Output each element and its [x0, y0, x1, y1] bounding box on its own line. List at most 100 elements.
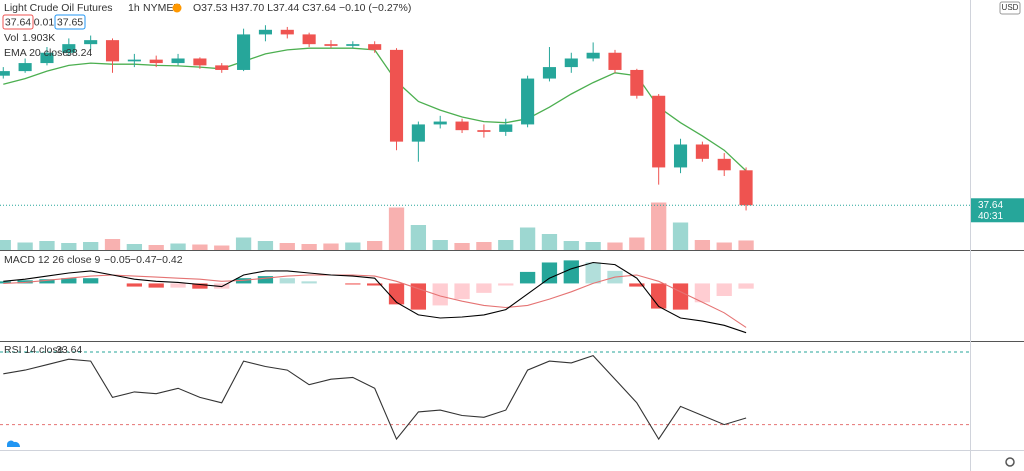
macd-histogram-bar	[694, 283, 711, 303]
volume-legend-name: Vol	[4, 32, 19, 44]
candle-body	[652, 95, 666, 168]
macd-title: MACD 12 26 close 9	[4, 254, 100, 266]
last-price-label: 37.64	[978, 200, 1003, 211]
ohlc-legend: O37.53 H37.70 L37.44 C37.64 −0.10 (−0.27…	[193, 2, 411, 14]
macd-histogram-bar	[585, 262, 601, 284]
candle-body	[346, 44, 360, 46]
macd-histogram-bar	[0, 281, 11, 284]
volume-bar	[17, 242, 33, 250]
volume-bar	[541, 234, 558, 250]
candle-body	[62, 44, 76, 53]
macd-hist-value: −0.05	[104, 254, 131, 266]
macd-histogram-bar	[629, 283, 645, 287]
signal-value: −0.42	[156, 254, 183, 266]
candle-body	[564, 58, 578, 68]
volume-bar	[257, 241, 274, 250]
macd-histogram-bar	[672, 283, 689, 310]
candle-body	[499, 124, 513, 132]
rsi-title: RSI 14 close	[4, 344, 64, 356]
candle-body	[40, 52, 54, 64]
currency: USD	[1002, 3, 1019, 12]
volume-bar	[388, 207, 405, 250]
volume-bar	[279, 243, 295, 250]
macd-histogram-bar	[170, 283, 186, 288]
bid: 37.64	[5, 16, 31, 28]
logo-icon[interactable]	[6, 440, 21, 447]
volume-bar	[170, 243, 186, 250]
rsi-value: 33.64	[56, 344, 82, 356]
marks	[0, 25, 970, 441]
macd-line	[3, 261, 747, 334]
macd-histogram-bar	[83, 278, 99, 284]
countdown: 40:31	[978, 211, 1003, 222]
volume-bar	[738, 240, 754, 250]
macd-histogram-bar	[257, 276, 274, 284]
candle-body	[695, 144, 709, 159]
currency-box[interactable]	[999, 1, 1021, 15]
candle-body	[171, 58, 185, 64]
macd-histogram-bar	[301, 281, 317, 284]
candle-body	[717, 158, 731, 171]
candle-body	[630, 69, 644, 96]
volume-bar	[235, 237, 252, 250]
volume-bar	[301, 244, 317, 250]
candle-body	[127, 59, 141, 62]
volume-bar	[629, 237, 645, 250]
macd-histogram-bar	[279, 278, 295, 284]
candle-body	[608, 52, 622, 70]
volume-bar	[519, 227, 536, 250]
volume-bar	[694, 240, 711, 250]
candle-body	[368, 44, 382, 50]
volume-bar	[192, 244, 208, 250]
candle-body	[302, 34, 316, 45]
volume-bar	[607, 242, 623, 250]
volume-bar	[83, 242, 99, 250]
signal-line	[3, 274, 747, 328]
candle-body	[215, 65, 229, 70]
volume-bar	[345, 242, 361, 250]
volume-bar	[476, 242, 492, 250]
volume-bar	[104, 239, 121, 250]
candle-body	[84, 40, 98, 45]
volume-bar	[0, 240, 11, 250]
macd-histogram-bar	[345, 283, 361, 285]
candle-body	[237, 34, 251, 70]
rsi-line	[3, 354, 747, 441]
volume-bar	[410, 225, 427, 250]
macd-histogram-bar	[148, 283, 164, 288]
candle-body	[411, 124, 425, 142]
macd-histogram-bar	[519, 271, 536, 284]
macd-histogram-bar	[454, 283, 470, 300]
candle-body	[324, 44, 338, 46]
volume-bar	[148, 245, 164, 250]
macd-histogram-bar	[192, 283, 208, 289]
bid-box[interactable]	[2, 14, 34, 30]
symbol-title: Light Crude Oil Futures	[4, 2, 113, 14]
volume-bar	[716, 242, 732, 250]
settings-icon[interactable]	[1005, 457, 1015, 467]
macd-histogram-bar	[563, 260, 579, 284]
candle-body	[455, 121, 469, 131]
volume-bar	[126, 244, 143, 250]
delay-icon	[172, 3, 182, 13]
last-price-tag	[971, 198, 1024, 223]
volume-bar	[214, 245, 230, 250]
candle-body	[105, 40, 120, 62]
ema-legend-value: 38.24	[66, 47, 92, 59]
candle-body	[149, 59, 163, 64]
macd-histogram-bar	[61, 278, 77, 284]
candle-body	[521, 78, 535, 125]
volume-bar	[672, 222, 689, 250]
volume-bar	[323, 243, 339, 250]
candle-body	[739, 170, 753, 206]
ask-box[interactable]	[54, 14, 86, 30]
volume-legend-value: 1.903K	[22, 32, 55, 44]
candle-body	[280, 29, 294, 35]
candle-body	[477, 130, 491, 132]
volume-bar	[563, 241, 579, 250]
macd-histogram-bar	[738, 283, 754, 289]
volume-bar	[39, 241, 55, 250]
candle-body	[542, 67, 557, 79]
